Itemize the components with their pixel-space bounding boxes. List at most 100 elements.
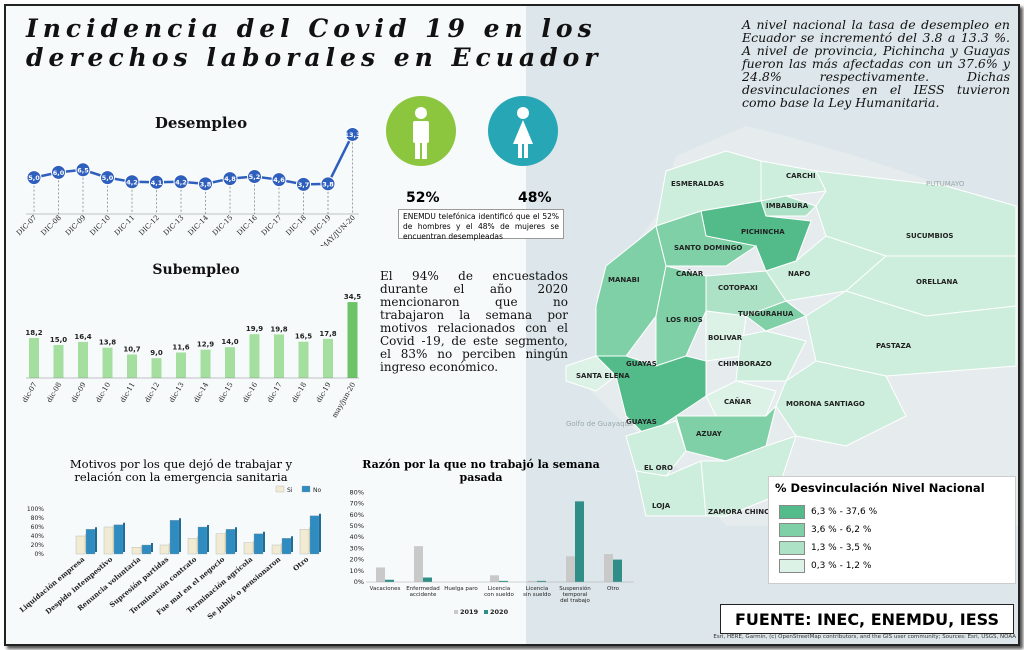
desempleo-data-label: 3,8 bbox=[200, 180, 212, 188]
motivos-bar bbox=[187, 538, 198, 555]
motivos-y-tick: 40% bbox=[31, 533, 45, 540]
razon-y-tick: 70% bbox=[350, 500, 364, 508]
province-label: SUCUMBIOS bbox=[906, 232, 953, 240]
subempleo-chart: 18,2 dic-07 15,0 dic-08 16,4 dic-09 13,8 dic-10… bbox=[21, 293, 361, 419]
motivos-bar-side bbox=[95, 527, 97, 552]
motivos-bar-side bbox=[179, 518, 181, 552]
desempleo-tick-label: DIC-16 bbox=[236, 213, 260, 237]
desempleo-chart: 5,0 DIC-07 6,0 DIC-08 6,5 DIC-09 5,0 DIC-10 4,2 D… bbox=[15, 126, 361, 246]
razon-bar bbox=[537, 580, 546, 582]
province-label: IMBABURA bbox=[766, 202, 809, 210]
subempleo-tick-label: dic-14 bbox=[192, 381, 210, 404]
razon-title-line-2: pasada bbox=[459, 471, 503, 484]
razon-bar bbox=[385, 579, 394, 582]
province-label: EL ORO bbox=[644, 464, 673, 472]
subempleo-bar bbox=[347, 302, 358, 378]
province-label: ZAMORA CHINCHIPE bbox=[708, 508, 788, 516]
motivos-bar-side bbox=[123, 522, 125, 552]
male-icon bbox=[386, 96, 456, 166]
desempleo-data-label: 4,6 bbox=[273, 176, 285, 184]
desempleo-point bbox=[51, 164, 66, 180]
female-percent: 48% bbox=[518, 190, 552, 206]
motivos-bar bbox=[271, 544, 282, 555]
desempleo-tick-label: DIC-14 bbox=[187, 213, 211, 237]
subempleo-data-label: 16,4 bbox=[74, 333, 91, 341]
desempleo-point bbox=[124, 174, 140, 190]
razon-title: Razón por la que no trabajó la semana pa… bbox=[346, 458, 616, 484]
motivos-y-tick: 100% bbox=[27, 506, 44, 513]
razon-bar bbox=[575, 501, 584, 582]
subempleo-tick-label: dic-08 bbox=[45, 381, 63, 404]
legend-swatch bbox=[779, 541, 805, 555]
subempleo-data-label: 19,8 bbox=[270, 325, 287, 333]
subempleo-data-label: 12,9 bbox=[197, 341, 214, 349]
province-label: AZUAY bbox=[696, 430, 723, 438]
razon-tick-label: del trabajo bbox=[560, 598, 590, 604]
legend-row: 6,3 % - 37,6 % bbox=[779, 505, 877, 519]
desempleo-data-label: 4,1 bbox=[151, 179, 163, 187]
motivos-bar bbox=[85, 529, 96, 555]
desempleo-point bbox=[271, 172, 287, 188]
razon-tick-label: Huelga paro bbox=[444, 586, 478, 592]
province-label: NAPO bbox=[788, 270, 810, 278]
legend-row: 3,6 % - 6,2 % bbox=[779, 523, 871, 537]
province-label: CAÑAR bbox=[676, 269, 704, 278]
subempleo-data-label: 18,2 bbox=[25, 329, 42, 337]
province-label: CAÑAR bbox=[724, 397, 752, 406]
subempleo-data-label: 10,7 bbox=[123, 345, 140, 353]
desempleo-point bbox=[173, 174, 189, 190]
basemap-label: Golfo de Guayaquil bbox=[566, 420, 633, 428]
razon-y-tick: 40% bbox=[350, 533, 364, 541]
subempleo-bar bbox=[298, 341, 309, 378]
motivos-bar bbox=[113, 524, 124, 555]
motivos-bar bbox=[159, 544, 170, 555]
motivos-bar bbox=[215, 533, 226, 555]
legend-swatch bbox=[779, 559, 805, 573]
desempleo-data-label: 5,2 bbox=[249, 173, 261, 181]
razon-legend-swatch bbox=[484, 610, 488, 614]
desempleo-point bbox=[149, 174, 164, 190]
subempleo-tick-label: dic-15 bbox=[217, 381, 235, 404]
motivos-y-tick: 0% bbox=[34, 551, 44, 558]
razon-title-line-1: Razón por la que no trabajó la semana bbox=[362, 458, 600, 471]
source-box: FUENTE: INEC, ENEMDU, IESS bbox=[720, 604, 1014, 634]
province-carchi bbox=[760, 160, 827, 202]
subempleo-data-label: 11,6 bbox=[172, 343, 189, 351]
desempleo-tick-label: DIC-11 bbox=[113, 214, 136, 237]
subempleo-bar bbox=[151, 358, 162, 378]
desempleo-point bbox=[198, 176, 213, 192]
motivos-bar-side bbox=[291, 536, 293, 552]
province-label: MORONA SANTIAGO bbox=[786, 400, 865, 408]
motivos-bar bbox=[253, 533, 264, 555]
motivos-y-tick: 20% bbox=[31, 542, 45, 549]
province-label: SANTA ELENA bbox=[576, 372, 630, 380]
subempleo-title: Subempleo bbox=[152, 262, 240, 278]
razon-legend-label: 2019 bbox=[460, 608, 479, 616]
subempleo-data-label: 15,0 bbox=[50, 336, 67, 344]
legend-label: 0,3 % - 1,2 % bbox=[811, 561, 872, 571]
subempleo-bar bbox=[200, 349, 211, 378]
desempleo-data-label: 3,8 bbox=[322, 180, 334, 188]
subempleo-data-label: 9,0 bbox=[150, 349, 163, 357]
province-label: SANTO DOMINGO bbox=[674, 244, 742, 252]
motivos-bar bbox=[103, 526, 114, 555]
subempleo-data-label: 16,5 bbox=[295, 333, 312, 341]
razon-tick-label: Enfermedad bbox=[406, 586, 440, 592]
province-label: CARCHI bbox=[786, 172, 816, 180]
legend-swatch bbox=[779, 505, 805, 519]
province-azuay bbox=[675, 404, 777, 462]
ecuador-map: ESMERALDAS CARCHI IMBABURA PICHINCHA SANTO D… bbox=[565, 126, 1018, 526]
razon-bar bbox=[423, 577, 432, 582]
motivos-legend-swatch bbox=[275, 485, 285, 493]
desempleo-point bbox=[320, 176, 336, 192]
motivos-bar bbox=[197, 526, 208, 555]
razon-bar bbox=[376, 567, 385, 582]
subempleo-tick-label: dic-18 bbox=[290, 381, 308, 404]
motivos-legend-label: No bbox=[313, 487, 321, 494]
province-label: PICHINCHA bbox=[741, 228, 785, 236]
motivos-bar bbox=[299, 529, 310, 555]
female-icon bbox=[488, 96, 558, 166]
motivos-bar-side bbox=[207, 525, 209, 552]
desempleo-data-label: 4,2 bbox=[126, 178, 138, 186]
map-legend: % Desvinculación Nivel Nacional 6,3 % - … bbox=[768, 476, 1016, 584]
